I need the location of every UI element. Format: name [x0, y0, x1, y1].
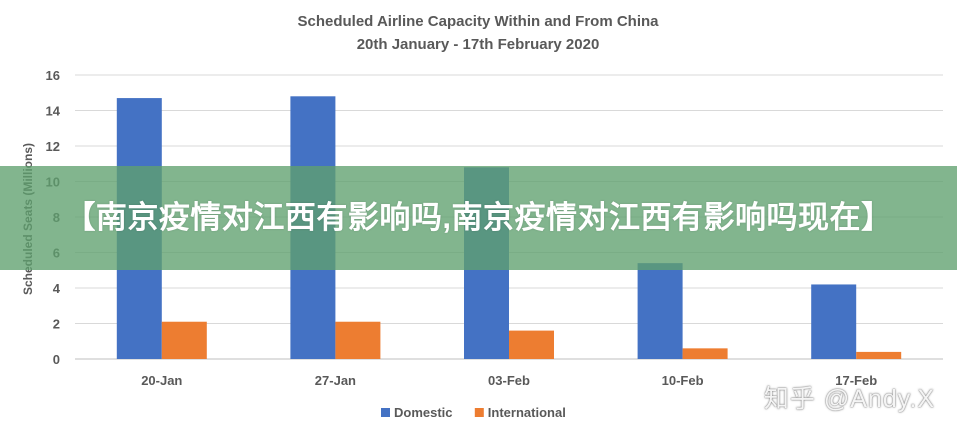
legend-swatch-international: [474, 408, 484, 417]
chart-subtitle: 20th January - 17th February 2020: [357, 36, 600, 53]
y-tick-label: 14: [46, 104, 61, 119]
bar-international-20-jan: [161, 321, 207, 359]
chart-title: Scheduled Airline Capacity Within and Fr…: [297, 13, 659, 30]
bar-international-27-jan: [335, 321, 381, 359]
x-tick-label: 03-Feb: [488, 373, 530, 388]
x-tick-label: 20-Jan: [141, 373, 182, 388]
x-tick-label: 17-Feb: [835, 373, 877, 388]
legend-label-domestic: Domestic: [394, 405, 453, 420]
legend-swatch-domestic: [381, 408, 390, 417]
watermark: 知乎 @Andy.X: [763, 385, 935, 413]
bar-domestic-17-feb: [811, 284, 857, 359]
x-tick-label: 10-Feb: [662, 373, 704, 388]
y-tick-label: 16: [46, 68, 60, 83]
y-tick-label: 0: [53, 352, 60, 367]
y-tick-label: 12: [46, 139, 60, 154]
bar-international-10-feb: [682, 348, 728, 359]
bar-international-17-feb: [856, 351, 902, 359]
y-tick-label: 4: [53, 281, 61, 296]
x-tick-label: 27-Jan: [315, 373, 356, 388]
bar-domestic-10-feb: [637, 263, 683, 359]
banner-text: 【南京疫情对江西有影响吗,南京疫情对江西有影响吗现在】: [64, 200, 893, 235]
legend-label-international: International: [488, 405, 566, 420]
y-tick-label: 2: [53, 317, 60, 332]
bar-international-03-feb: [509, 330, 554, 359]
title-banner: 【南京疫情对江西有影响吗,南京疫情对江西有影响吗现在】: [0, 166, 957, 270]
